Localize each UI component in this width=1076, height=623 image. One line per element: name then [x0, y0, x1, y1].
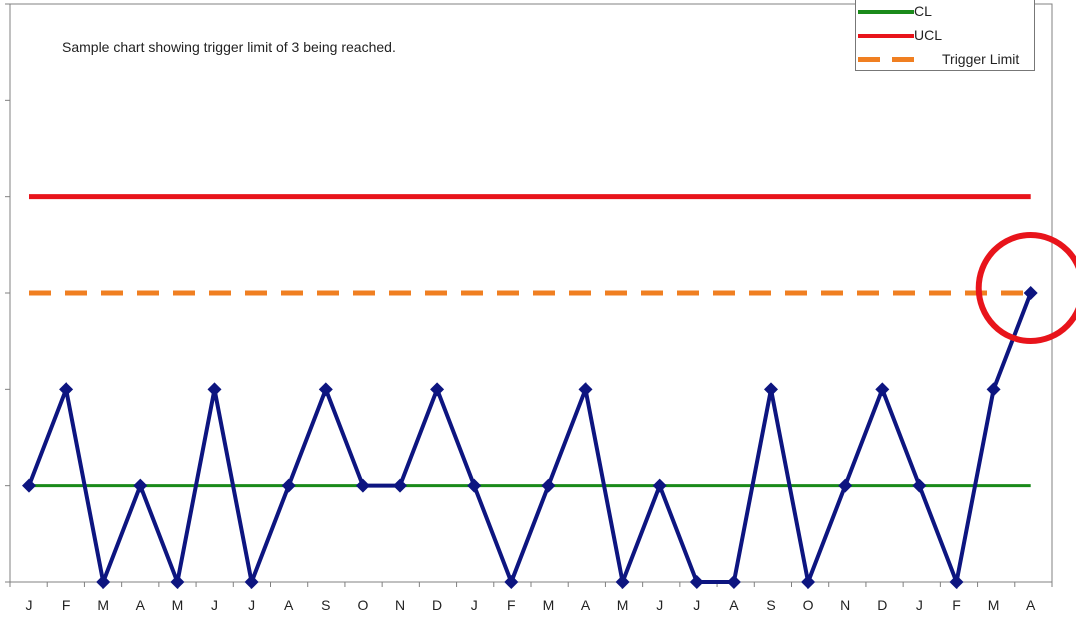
- legend-item-ucl: UCL: [856, 25, 1036, 45]
- x-tick-label: A: [729, 597, 739, 613]
- x-tick-label: A: [1026, 597, 1036, 613]
- legend-swatch-trigger-limit: [858, 57, 880, 62]
- x-tick-label: D: [432, 597, 442, 613]
- x-tick-label: D: [877, 597, 887, 613]
- x-tick-label: F: [507, 597, 516, 613]
- legend-swatch-ucl: [858, 34, 914, 38]
- legend-item-cl: CL: [856, 1, 1036, 21]
- x-tick-label: S: [766, 597, 775, 613]
- x-tick-label: J: [248, 597, 255, 613]
- x-tick-label: S: [321, 597, 330, 613]
- legend-item-trigger-limit: Trigger Limit: [856, 49, 1036, 69]
- data-point-marker: [170, 575, 185, 589]
- chart-legend: CL UCL Trigger Limit: [855, 0, 1035, 71]
- x-tick-label: J: [26, 597, 33, 613]
- data-point-marker: [875, 382, 890, 397]
- x-tick-label: J: [211, 597, 218, 613]
- data-point-marker: [467, 478, 482, 493]
- x-tick-label: M: [543, 597, 555, 613]
- data-point-marker: [652, 478, 667, 493]
- x-tick-label: M: [97, 597, 109, 613]
- legend-label-ucl: UCL: [914, 27, 943, 43]
- data-point-marker: [949, 575, 964, 589]
- data-point-marker: [726, 575, 741, 589]
- x-tick-label: M: [617, 597, 629, 613]
- x-tick-label: J: [656, 597, 663, 613]
- data-point-marker: [912, 478, 927, 493]
- x-tick-label: O: [357, 597, 368, 613]
- x-tick-label: N: [395, 597, 405, 613]
- data-point-marker: [244, 575, 259, 589]
- x-tick-label: F: [952, 597, 961, 613]
- data-point-marker: [986, 382, 1001, 397]
- data-point-marker: [504, 575, 519, 589]
- data-series-line: [27, 292, 1033, 590]
- data-point-marker: [133, 478, 148, 493]
- legend-label-cl: CL: [914, 3, 932, 19]
- data-point-marker: [430, 382, 445, 397]
- data-point-marker: [1023, 286, 1038, 300]
- x-tick-label: A: [136, 597, 146, 613]
- data-point-marker: [689, 575, 704, 589]
- data-point-marker: [318, 382, 333, 397]
- data-point-marker: [59, 382, 74, 397]
- data-point-marker: [541, 478, 556, 493]
- data-point-marker: [838, 478, 853, 493]
- data-point-marker: [615, 575, 630, 589]
- data-point-marker: [393, 478, 407, 493]
- x-tick-label: F: [62, 597, 71, 613]
- data-point-marker: [96, 575, 111, 589]
- data-point-marker: [764, 382, 778, 397]
- data-point-marker: [355, 478, 370, 493]
- chart-annotation: Sample chart showing trigger limit of 3 …: [62, 39, 396, 55]
- x-tick-label: J: [471, 597, 478, 613]
- legend-swatch-trigger-limit-dash: [892, 57, 914, 62]
- x-tick-label: A: [284, 597, 294, 613]
- x-tick-label: J: [916, 597, 923, 613]
- data-point-marker: [207, 382, 222, 397]
- legend-label-trigger-limit: Trigger Limit: [942, 51, 1020, 67]
- x-tick-label: N: [840, 597, 850, 613]
- data-point-marker: [281, 478, 296, 493]
- x-tick-label: O: [803, 597, 814, 613]
- data-point-marker: [801, 575, 816, 589]
- data-point-marker: [578, 382, 593, 397]
- x-tick-label: M: [988, 597, 1000, 613]
- x-tick-label: A: [581, 597, 591, 613]
- x-tick-label: J: [693, 597, 700, 613]
- x-tick-label: M: [172, 597, 184, 613]
- highlight-circle: [975, 232, 1076, 344]
- data-point-marker: [22, 478, 36, 493]
- legend-swatch-cl: [858, 10, 914, 14]
